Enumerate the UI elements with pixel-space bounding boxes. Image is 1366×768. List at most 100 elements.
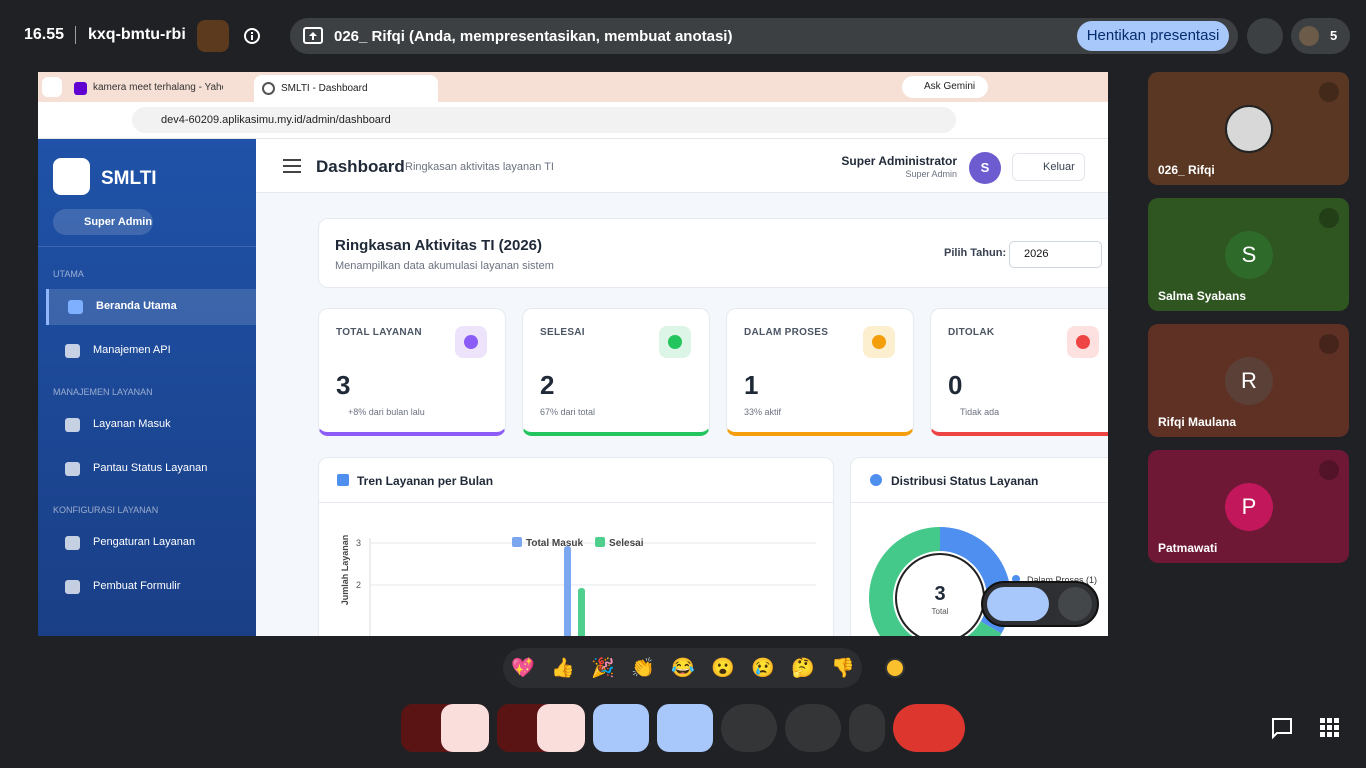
nav-label: Pembuat Formulir (93, 580, 181, 592)
leave-button[interactable] (893, 704, 965, 752)
nav-section-title: UTAMA (53, 269, 84, 279)
skin-tone-button[interactable] (885, 658, 905, 678)
trend-icon (337, 474, 349, 486)
donut-segment (869, 527, 1002, 636)
raise-hand-button[interactable] (785, 704, 841, 752)
donut-total: 3 (934, 583, 945, 605)
people-button[interactable]: 5 (1291, 18, 1350, 54)
address-bar[interactable]: dev4-60209.aplikasimu.my.id/admin/dashbo… (132, 107, 956, 133)
reaction-button[interactable]: 🎉 (591, 658, 615, 679)
stat-card: SELESAI 2 67% dari total (522, 308, 710, 436)
reaction-button[interactable]: 😂 (671, 658, 695, 679)
reaction-button[interactable]: 😢 (751, 658, 775, 679)
nav-label: Layanan Masuk (93, 418, 171, 430)
nav: UTAMA Beranda Utama Manajemen API MANAJEMEN… (38, 139, 256, 636)
nav-item[interactable]: Layanan Masuk (46, 407, 256, 443)
year-select[interactable]: 2026 (1009, 241, 1102, 268)
nav-label: Manajemen API (93, 344, 171, 356)
nav-item[interactable]: Pengaturan Layanan (46, 525, 256, 561)
more-button[interactable] (849, 704, 885, 752)
nav-icon (65, 536, 80, 550)
people-avatars (1299, 26, 1319, 46)
gemini-button[interactable]: Ask Gemini (902, 76, 988, 98)
legend-swatch (512, 537, 522, 547)
stat-icon-glyph (1076, 335, 1090, 349)
nav-label: Pengaturan Layanan (93, 536, 196, 548)
header: Dashboard Ringkasan aktivitas layanan TI… (256, 139, 1108, 193)
participant-avatar: S (1225, 231, 1273, 279)
participant-avatar: P (1225, 483, 1273, 531)
nav-section-title: KONFIGURASI LAYANAN (53, 505, 159, 515)
stat-label: TOTAL LAYANAN (336, 327, 422, 338)
nav-section-title: MANAJEMEN LAYANAN (53, 387, 153, 397)
reactions: 💖 👍 🎉 👏 😂 😮 😢 🤔 👎 (503, 648, 862, 688)
reaction-button[interactable]: 🤔 (791, 658, 815, 679)
camera-button[interactable] (537, 704, 585, 752)
door-icon[interactable] (197, 20, 229, 52)
activities-button[interactable] (1320, 718, 1340, 738)
stat-note: Tidak ada (960, 407, 1000, 417)
brand: SMLTI (101, 168, 157, 189)
participant-name: Rifqi Maulana (1158, 415, 1237, 429)
participant-name: Salma Syabans (1158, 289, 1247, 303)
participant-tile: 026_ Rifqi (1148, 72, 1349, 185)
nav-item[interactable]: Pantau Status Layanan (46, 451, 256, 487)
distribution-title: Distribusi Status Layanan (891, 474, 1039, 488)
nav-item[interactable]: Pembuat Formulir (46, 569, 256, 605)
nav-icon (65, 344, 80, 358)
stat-label: SELESAI (540, 327, 585, 338)
donut-icon (870, 474, 882, 486)
y-tick-label: 3 (356, 538, 361, 548)
tab-title: SMLTI - Dashboard (281, 83, 368, 94)
logo (53, 158, 90, 195)
nav-icon (68, 300, 83, 314)
user-name: Super Administrator (841, 154, 957, 168)
pen-button[interactable] (987, 587, 1049, 621)
y-tick-label: 2 (356, 580, 361, 590)
reaction-button[interactable]: 👍 (551, 658, 575, 679)
nav-item[interactable]: Manajemen API (46, 333, 256, 369)
nav-icon (65, 418, 80, 432)
reaction-button[interactable]: 💖 (511, 658, 535, 679)
tab-title: kamera meet terhalang - Yahoo (93, 82, 223, 93)
stat-card: TOTAL LAYANAN 3 +8% dari bulan lalu (318, 308, 506, 436)
stat-label: DALAM PROSES (744, 327, 829, 338)
user-avatar[interactable]: S (969, 152, 1001, 184)
tab-search-button[interactable] (42, 77, 62, 97)
stat-icon-glyph (872, 335, 886, 349)
mic-button[interactable] (441, 704, 489, 752)
reaction-button[interactable]: 😮 (711, 658, 735, 679)
stat-card: DITOLAK 0 Tidak ada (930, 308, 1108, 436)
reaction-button[interactable]: 👎 (831, 658, 855, 679)
present-button[interactable] (593, 704, 649, 752)
stat-card: DALAM PROSES 1 33% aktif (726, 308, 914, 436)
separator (319, 502, 833, 503)
camera-group (497, 704, 585, 752)
tab-active[interactable]: SMLTI - Dashboard (254, 75, 438, 102)
legend-swatch (595, 537, 606, 547)
chat-button[interactable] (1270, 716, 1294, 740)
nav-label: Pantau Status Layanan (93, 462, 208, 474)
emoji-button[interactable] (657, 704, 713, 752)
bar (578, 588, 585, 636)
menu-button[interactable] (283, 158, 301, 174)
hide-tile-button[interactable] (1247, 18, 1283, 54)
collapse-button[interactable] (1058, 587, 1092, 621)
participant-avatar: R (1225, 357, 1273, 405)
captions-button[interactable] (721, 704, 777, 752)
participant-name: Patmawati (1158, 541, 1218, 555)
participant-count: 5 (1330, 28, 1338, 43)
browser-window: kamera meet terhalang - Yahoo SMLTI - Da… (38, 72, 1108, 636)
stat-note: +8% dari bulan lalu (348, 407, 425, 417)
url: dev4-60209.aplikasimu.my.id/admin/dashbo… (161, 114, 391, 126)
logout-button[interactable]: Keluar (1012, 153, 1085, 181)
trend-card: Tren Layanan per Bulan 2 3 Jumlah Layanan T… (318, 457, 834, 636)
page-subtitle: Ringkasan aktivitas layanan TI (405, 161, 554, 173)
info-icon[interactable] (242, 26, 262, 46)
reaction-button[interactable]: 👏 (631, 658, 655, 679)
tab[interactable]: kamera meet terhalang - Yahoo (66, 75, 250, 102)
nav-item[interactable]: Beranda Utama (46, 289, 256, 325)
stop-presenting-button[interactable]: Hentikan presentasi (1077, 21, 1229, 51)
separator (851, 502, 1108, 503)
